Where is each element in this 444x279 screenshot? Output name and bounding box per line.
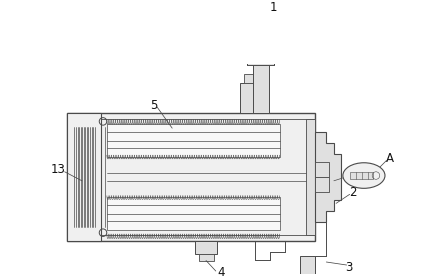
Text: 3: 3 bbox=[345, 261, 353, 274]
Bar bbox=[244, 74, 259, 83]
Bar bbox=[107, 124, 280, 157]
Bar bbox=[67, 113, 101, 241]
Bar bbox=[306, 119, 315, 235]
Text: 5: 5 bbox=[150, 99, 157, 112]
Bar bbox=[67, 113, 315, 241]
Bar bbox=[247, 53, 274, 65]
Bar bbox=[315, 162, 329, 177]
Polygon shape bbox=[315, 132, 341, 222]
Ellipse shape bbox=[343, 163, 385, 188]
Circle shape bbox=[255, 30, 267, 42]
Bar bbox=[253, 64, 269, 113]
Text: A: A bbox=[385, 153, 393, 165]
Bar bbox=[198, 254, 214, 261]
Circle shape bbox=[234, 9, 287, 62]
Bar bbox=[315, 177, 329, 192]
Text: 1: 1 bbox=[270, 1, 278, 14]
Bar bbox=[350, 172, 373, 179]
Text: 13: 13 bbox=[51, 163, 65, 176]
Bar bbox=[195, 241, 217, 254]
Text: 4: 4 bbox=[217, 266, 225, 279]
Bar bbox=[240, 83, 262, 113]
Text: 2: 2 bbox=[349, 186, 357, 199]
Bar bbox=[107, 197, 280, 230]
Bar bbox=[300, 256, 315, 275]
Circle shape bbox=[244, 19, 278, 52]
